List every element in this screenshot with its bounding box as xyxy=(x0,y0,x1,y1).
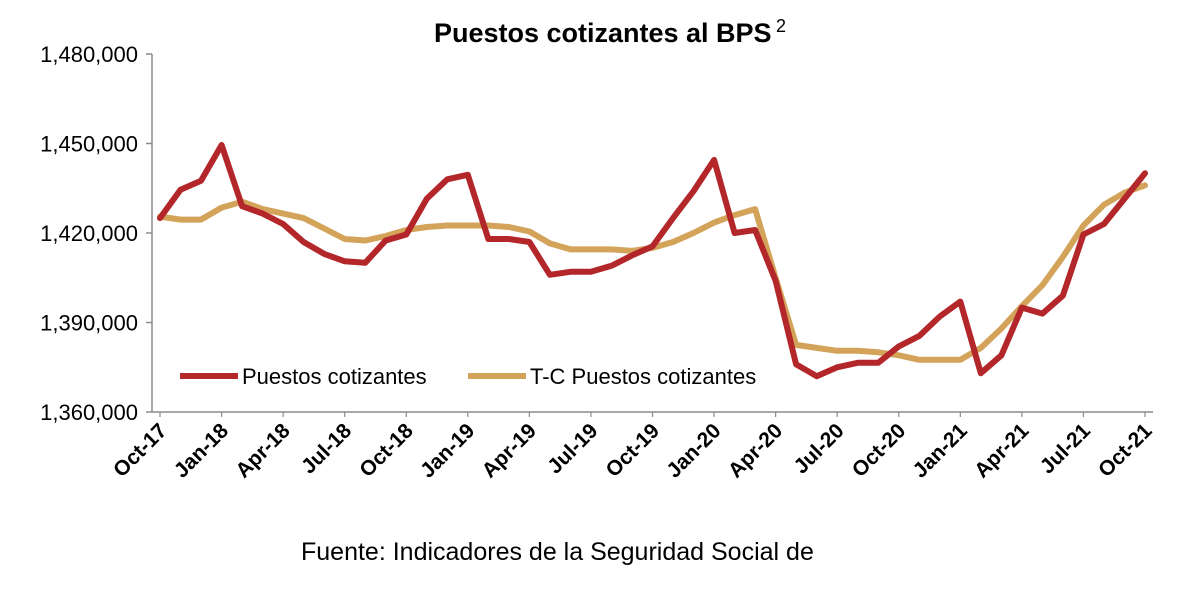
source-note: Fuente: Indicadores de la Seguridad Soci… xyxy=(301,538,814,566)
chart-title-text: Puestos cotizantes al BPS xyxy=(434,18,772,48)
y-tick-label: 1,420,000 xyxy=(40,221,138,246)
x-tick-label: Oct-17 xyxy=(109,419,171,481)
x-tick-label: Jul-20 xyxy=(790,419,849,478)
series-line-puestos-cotizantes xyxy=(157,142,1148,380)
chart-title: Puestos cotizantes al BPS 2 xyxy=(434,16,786,48)
legend: Puestos cotizantes T-C Puestos cotizantes xyxy=(180,364,756,389)
y-tick-label: 1,450,000 xyxy=(40,132,138,157)
x-tick-label: Jan-18 xyxy=(170,419,234,483)
x-tick-label: Apr-20 xyxy=(724,419,787,482)
x-tick-label: Jul-19 xyxy=(543,419,602,478)
series-line-tc-puestos-cotizantes xyxy=(157,182,1148,363)
x-tick-label: Oct-21 xyxy=(1094,419,1157,482)
chart-title-superscript: 2 xyxy=(776,16,786,36)
y-tick-label: 1,360,000 xyxy=(40,400,138,425)
x-tick-label: Jan-21 xyxy=(909,419,973,483)
x-tick-label: Apr-18 xyxy=(231,419,295,483)
legend-label: T-C Puestos cotizantes xyxy=(530,364,756,389)
series-lines xyxy=(157,142,1148,380)
legend-label: Puestos cotizantes xyxy=(242,364,427,389)
x-tick-label: Jan-20 xyxy=(662,419,725,482)
y-tick-label: 1,480,000 xyxy=(40,42,138,67)
x-tick-label: Jul-18 xyxy=(297,419,356,478)
line-chart: Puestos cotizantes al BPS 2 1,360,0001,3… xyxy=(40,16,1157,483)
x-tick-label: Apr-21 xyxy=(970,419,1034,483)
x-tick-label: Oct-20 xyxy=(848,419,910,481)
y-tick-label: 1,390,000 xyxy=(40,311,138,336)
x-tick-label: Apr-19 xyxy=(478,419,541,482)
chart-axes xyxy=(151,54,1153,413)
y-axis-ticks: 1,360,000 1,390,000 1,420,000 1,450,000 1,48… xyxy=(40,42,152,425)
x-tick-label: Oct-19 xyxy=(602,419,664,481)
x-tick-label: Jul-21 xyxy=(1036,419,1095,478)
x-tick-label: Jan-19 xyxy=(416,419,479,482)
x-tick-label: Oct-18 xyxy=(355,419,418,482)
